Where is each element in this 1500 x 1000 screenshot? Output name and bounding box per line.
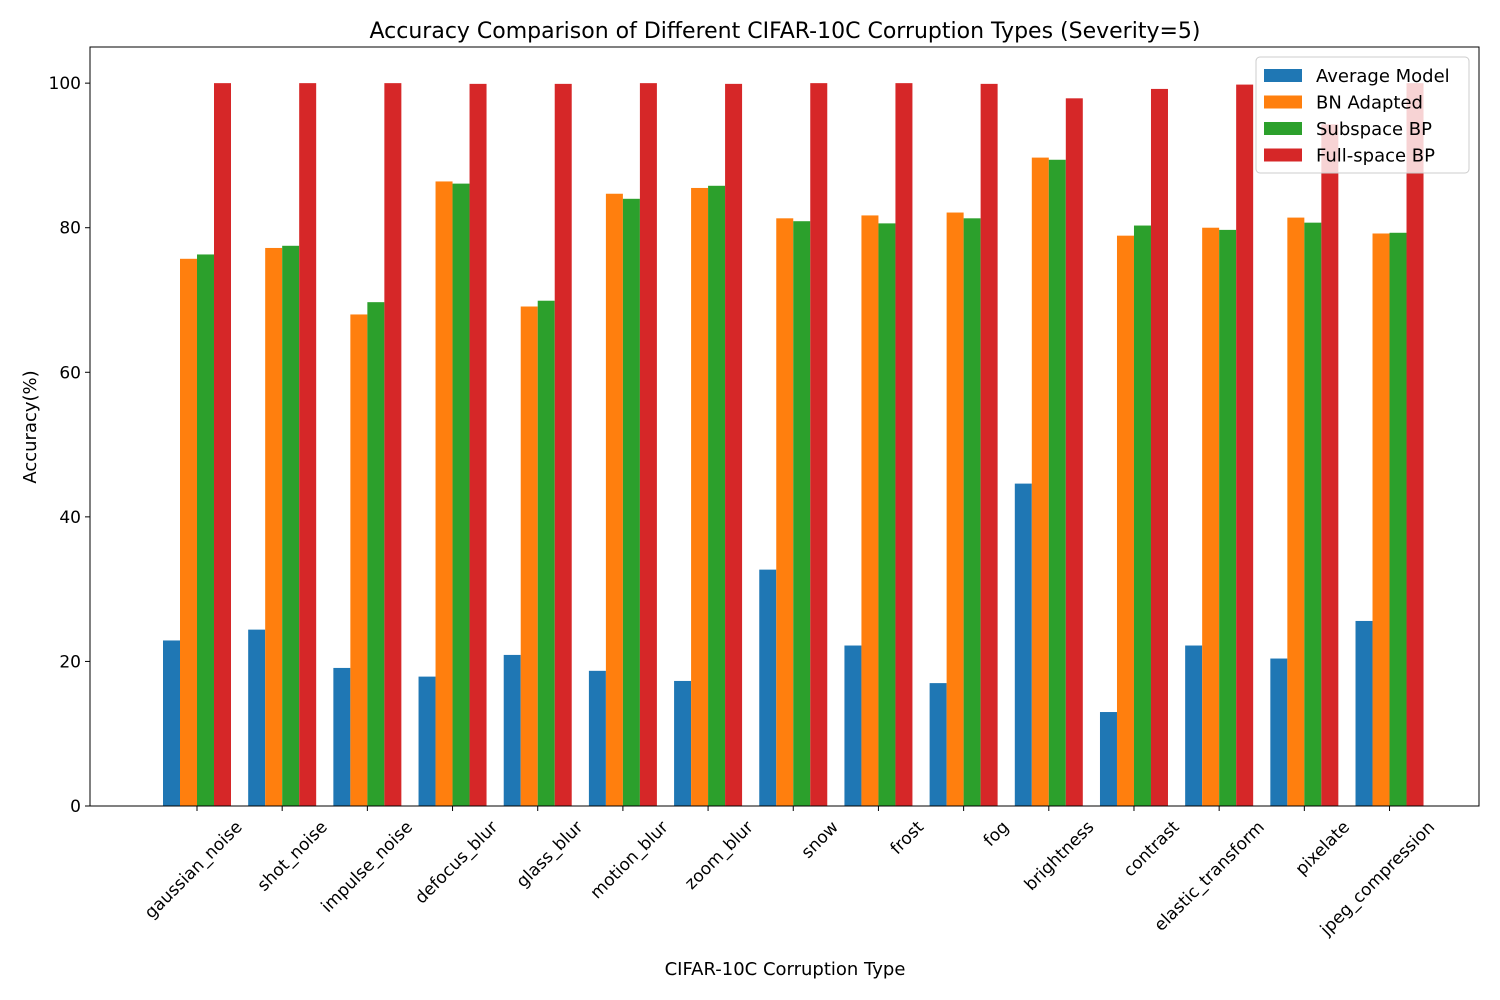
plot-frame <box>89 46 1480 807</box>
bar-brightness-full-space-bp <box>1065 98 1083 806</box>
bar-defocus_blur-average-model <box>418 676 436 806</box>
bar-defocus_blur-bn-adapted <box>435 181 453 807</box>
bar-brightness-average-model <box>1014 483 1032 806</box>
bar-impulse_noise-full-space-bp <box>384 83 402 806</box>
bar-zoom_blur-average-model <box>674 680 692 806</box>
y-tick-label: 60 <box>59 363 81 383</box>
y-tick-label: 20 <box>59 652 81 672</box>
x-tick-label: motion_blur <box>587 817 673 903</box>
bar-frost-subspace-bp <box>878 223 896 806</box>
bar-defocus_blur-full-space-bp <box>469 83 487 806</box>
bar-snow-bn-adapted <box>776 218 794 806</box>
bar-pixelate-full-space-bp <box>1321 124 1339 807</box>
bar-jpeg_compression-average-model <box>1355 620 1373 806</box>
bar-motion_blur-subspace-bp <box>622 198 640 807</box>
legend: Average Model BN Adapted Subspace BP Full-s… <box>1255 56 1470 174</box>
x-tick-label: contrast <box>1120 817 1184 881</box>
bar-frost-bn-adapted <box>861 215 879 806</box>
bar-snow-full-space-bp <box>810 83 828 806</box>
bar-pixelate-bn-adapted <box>1287 217 1305 806</box>
bar-zoom_blur-full-space-bp <box>725 83 743 806</box>
x-tick-label: frost <box>887 817 929 859</box>
bar-zoom_blur-subspace-bp <box>708 185 726 806</box>
legend-label: BN Adapted <box>1316 93 1423 114</box>
y-ticks-group: 0 20 40 60 80 100 <box>49 74 90 817</box>
legend-label: Subspace BP <box>1316 119 1432 140</box>
bar-elastic_transform-bn-adapted <box>1202 227 1220 806</box>
bar-jpeg_compression-full-space-bp <box>1406 83 1424 806</box>
x-tick-label: brightness <box>1021 817 1099 895</box>
x-tick-label: shot_noise <box>254 817 332 895</box>
bar-fog-full-space-bp <box>980 83 998 806</box>
legend-box <box>1255 56 1470 174</box>
chart-title: Accuracy Comparison of Different CIFAR-1… <box>370 19 1201 44</box>
x-axis-label: CIFAR-10C Corruption Type <box>665 959 906 980</box>
bar-shot_noise-subspace-bp <box>282 245 300 807</box>
bar-contrast-full-space-bp <box>1150 88 1168 806</box>
bar-shot_noise-bn-adapted <box>265 247 283 806</box>
bar-contrast-subspace-bp <box>1133 225 1151 806</box>
bar-snow-average-model <box>759 569 777 806</box>
bar-elastic_transform-subspace-bp <box>1219 229 1237 806</box>
bar-impulse_noise-average-model <box>333 667 351 806</box>
y-tick-label: 0 <box>70 797 81 817</box>
bar-contrast-average-model <box>1099 712 1117 806</box>
legend-swatch <box>1264 148 1302 162</box>
x-tick-label: fog <box>980 817 1013 850</box>
bar-gaussian_noise-bn-adapted <box>180 258 197 807</box>
x-tick-label: snow <box>798 817 843 862</box>
bar-frost-average-model <box>844 645 862 806</box>
bar-glass_blur-bn-adapted <box>520 306 538 806</box>
bar-jpeg_compression-bn-adapted <box>1372 233 1390 807</box>
bar-pixelate-subspace-bp <box>1304 222 1322 806</box>
bar-brightness-bn-adapted <box>1031 157 1049 806</box>
x-tick-label: pixelate <box>1292 817 1354 879</box>
bar-motion_blur-bn-adapted <box>605 193 623 807</box>
bar-frost-full-space-bp <box>895 83 913 806</box>
bar-glass_blur-full-space-bp <box>554 83 572 806</box>
bar-jpeg_compression-subspace-bp <box>1389 232 1407 806</box>
bar-fog-average-model <box>929 683 947 806</box>
bar-pixelate-average-model <box>1270 658 1288 806</box>
x-tick-label: defocus_blur <box>411 817 502 908</box>
bars-group <box>163 83 1424 807</box>
bar-gaussian_noise-full-space-bp <box>214 83 231 806</box>
bar-snow-subspace-bp <box>793 221 811 807</box>
bar-elastic_transform-average-model <box>1185 645 1203 806</box>
x-tick-label: glass_blur <box>513 817 588 892</box>
bar-gaussian_noise-subspace-bp <box>197 254 214 806</box>
bar-elastic_transform-full-space-bp <box>1236 84 1254 807</box>
y-axis-label: Accuracy(%) <box>20 370 41 483</box>
bar-motion_blur-average-model <box>588 670 606 806</box>
bar-glass_blur-average-model <box>503 654 521 806</box>
bar-shot_noise-full-space-bp <box>299 83 317 806</box>
y-tick-label: 100 <box>49 74 81 94</box>
bar-fog-bn-adapted <box>946 212 964 806</box>
bar-brightness-subspace-bp <box>1048 159 1066 806</box>
legend-swatch <box>1264 95 1302 109</box>
x-tick-label: gaussian_noise <box>141 817 247 923</box>
y-tick-label: 40 <box>59 508 81 528</box>
bar-zoom_blur-bn-adapted <box>691 187 709 806</box>
x-tick-label: zoom_blur <box>681 817 757 893</box>
x-tick-label: impulse_noise <box>317 817 416 916</box>
y-tick-label: 80 <box>59 219 81 239</box>
bar-gaussian_noise-average-model <box>163 640 180 806</box>
legend-swatch <box>1264 69 1302 82</box>
legend-swatch <box>1264 122 1302 135</box>
bar-impulse_noise-subspace-bp <box>367 302 385 806</box>
bar-shot_noise-average-model <box>248 629 266 806</box>
bar-fog-subspace-bp <box>963 218 981 806</box>
x-ticks-group: gaussian_noise shot_noiseimpulse_noisedef… <box>141 806 1439 940</box>
bar-impulse_noise-bn-adapted <box>350 314 368 806</box>
legend-label: Full-space BP <box>1316 146 1435 167</box>
legend-label: Average Model <box>1316 66 1450 87</box>
bar-defocus_blur-subspace-bp <box>452 183 470 806</box>
bar-contrast-bn-adapted <box>1116 235 1134 806</box>
bar-motion_blur-full-space-bp <box>639 83 657 806</box>
bar-glass_blur-subspace-bp <box>537 300 555 806</box>
